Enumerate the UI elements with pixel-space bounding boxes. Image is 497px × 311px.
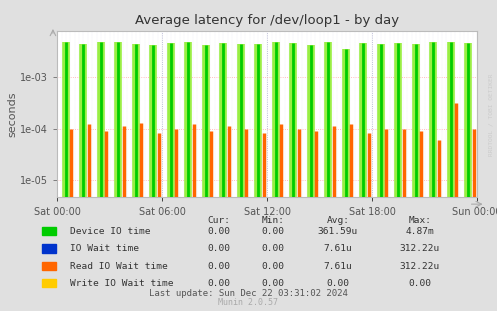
- Text: 7.61u: 7.61u: [324, 262, 352, 271]
- Text: 0.00: 0.00: [207, 262, 230, 271]
- Text: 361.59u: 361.59u: [318, 227, 358, 236]
- Text: 0.00: 0.00: [207, 279, 230, 288]
- Text: Max:: Max:: [409, 216, 431, 225]
- Text: Avg:: Avg:: [327, 216, 349, 225]
- Text: 0.00: 0.00: [207, 244, 230, 253]
- Text: 0.00: 0.00: [409, 279, 431, 288]
- Text: 0.00: 0.00: [262, 244, 285, 253]
- Text: Last update: Sun Dec 22 03:31:02 2024: Last update: Sun Dec 22 03:31:02 2024: [149, 289, 348, 298]
- Text: Write IO Wait time: Write IO Wait time: [70, 279, 173, 288]
- Text: Read IO Wait time: Read IO Wait time: [70, 262, 167, 271]
- Text: 4.87m: 4.87m: [406, 227, 434, 236]
- Text: 0.00: 0.00: [327, 279, 349, 288]
- Text: Device IO time: Device IO time: [70, 227, 150, 236]
- Text: Cur:: Cur:: [207, 216, 230, 225]
- Y-axis label: seconds: seconds: [7, 91, 17, 137]
- Text: 312.22u: 312.22u: [400, 262, 440, 271]
- Text: 312.22u: 312.22u: [400, 244, 440, 253]
- Text: Munin 2.0.57: Munin 2.0.57: [219, 298, 278, 307]
- Text: 0.00: 0.00: [262, 227, 285, 236]
- Text: Min:: Min:: [262, 216, 285, 225]
- Title: Average latency for /dev/loop1 - by day: Average latency for /dev/loop1 - by day: [135, 14, 399, 27]
- Text: RRDTOOL / TOBI OETIKER: RRDTOOL / TOBI OETIKER: [489, 74, 494, 156]
- Text: 0.00: 0.00: [262, 279, 285, 288]
- Text: IO Wait time: IO Wait time: [70, 244, 139, 253]
- Text: 7.61u: 7.61u: [324, 244, 352, 253]
- Text: 0.00: 0.00: [262, 262, 285, 271]
- Text: 0.00: 0.00: [207, 227, 230, 236]
